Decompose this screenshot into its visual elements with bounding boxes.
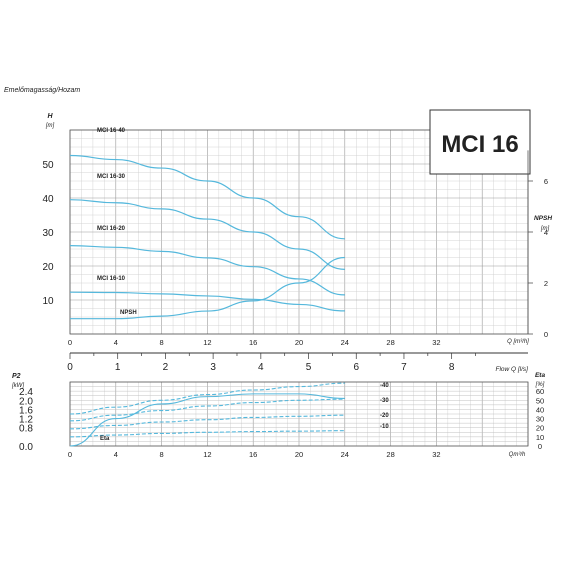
series-label: NPSH <box>120 310 137 316</box>
p2-tick-label: 2.0 <box>19 396 33 407</box>
eta-tick-label: 0 <box>538 442 542 451</box>
y-tick-label: 30 <box>42 228 54 239</box>
eta-tick-label: 10 <box>536 433 544 442</box>
eta-tick-label: 30 <box>536 415 544 424</box>
x-tick-label-bottom: 16 <box>249 450 257 459</box>
x-tick-label-bottom: 24 <box>341 450 349 459</box>
flow-tick-label: 8 <box>449 362 455 373</box>
eta-axis-label: Eta <box>535 372 546 379</box>
x-tick-label: 16 <box>249 338 257 347</box>
y-tick-label: 40 <box>42 194 54 205</box>
x-tick-label-bottom: 20 <box>295 450 303 459</box>
title-box <box>429 109 531 175</box>
x-tick-label: 8 <box>160 338 164 347</box>
series-label: -10 <box>380 424 389 430</box>
eta-tick-label: 40 <box>536 405 544 414</box>
p2-tick-label: 0.8 <box>19 424 33 435</box>
flow-tick-label: 1 <box>115 362 121 373</box>
series-label: -30 <box>380 398 389 404</box>
y2-tick-label: 2 <box>544 279 548 288</box>
series-line <box>69 245 345 296</box>
x-tick-label: 24 <box>341 338 349 347</box>
series-label: -40 <box>380 383 389 389</box>
series-label: MCI 16-40 <box>97 128 126 134</box>
x-axis-label-bottom: Qm³/h <box>509 452 526 458</box>
p2-tick-label: 2.4 <box>19 387 33 398</box>
series-label: Eta <box>100 436 110 442</box>
p2-axis-label: P2 <box>12 373 21 380</box>
p2-tick-label: 1.6 <box>19 405 33 416</box>
series-line <box>69 291 345 312</box>
x-tick-label-bottom: 32 <box>432 450 440 459</box>
chart-caption: Emelőmagasság/Hozam <box>4 87 80 94</box>
y2-axis-unit: [m] <box>540 226 550 232</box>
eta-tick-label: 50 <box>536 396 544 405</box>
flow-tick-label: 7 <box>401 362 407 373</box>
x-axis-label: Q [m³/h] <box>507 339 529 345</box>
series-line <box>69 414 345 430</box>
flow-axis-label: Flow Q [l/s] <box>495 366 528 373</box>
x-tick-label-bottom: 12 <box>203 450 211 459</box>
flow-tick-label: 3 <box>210 362 216 373</box>
y2-tick-label: 0 <box>544 330 548 339</box>
x-tick-label: 32 <box>432 338 440 347</box>
eta-tick-label: 20 <box>536 424 544 433</box>
chart-title: MCI 16 <box>441 131 518 158</box>
series-label: -20 <box>380 413 389 419</box>
flow-tick-label: 0 <box>67 362 73 373</box>
x-tick-label: 0 <box>68 338 72 347</box>
series-label: MCI 16-30 <box>97 174 126 180</box>
y2-axis-label: NPSH <box>534 215 552 222</box>
x-tick-label-bottom: 4 <box>114 450 118 459</box>
flow-tick-label: 5 <box>306 362 312 373</box>
series-label: MCI 16-10 <box>97 276 126 282</box>
series-line <box>69 382 345 415</box>
y2-tick-label: 4 <box>544 228 548 237</box>
series-line <box>69 430 345 438</box>
flow-tick-label: 6 <box>353 362 359 373</box>
y-axis-label: H <box>47 113 53 120</box>
x-tick-label: 12 <box>203 338 211 347</box>
series-label: MCI 16-20 <box>97 226 126 232</box>
y-tick-label: 20 <box>42 262 54 273</box>
series-line <box>69 393 345 447</box>
p2-tick-label: 0.0 <box>19 442 33 453</box>
y2-tick-label: 6 <box>544 177 548 186</box>
x-tick-label: 20 <box>295 338 303 347</box>
x-tick-label-bottom: 0 <box>68 450 72 459</box>
flow-tick-label: 2 <box>163 362 169 373</box>
x-tick-label-bottom: 8 <box>160 450 164 459</box>
flow-tick-label: 4 <box>258 362 264 373</box>
x-tick-label: 4 <box>114 338 118 347</box>
y-tick-label: 50 <box>42 160 54 171</box>
series-line <box>69 398 345 422</box>
x-tick-label: 28 <box>386 338 394 347</box>
p2-tick-label: 1.2 <box>19 415 33 426</box>
series-line <box>69 199 345 270</box>
eta-axis-unit: [%] <box>535 382 545 388</box>
series-line <box>70 256 345 320</box>
p2-axis-unit: [kW] <box>11 383 24 389</box>
y-axis-unit: [m] <box>45 123 55 129</box>
x-tick-label-bottom: 28 <box>386 450 394 459</box>
y-tick-label: 10 <box>42 296 54 307</box>
series-line <box>69 154 345 240</box>
eta-tick-label: 60 <box>536 387 544 396</box>
